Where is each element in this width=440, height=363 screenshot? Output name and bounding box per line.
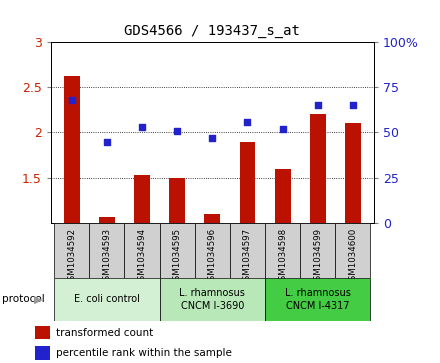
Bar [275,169,290,223]
Bar [54,278,160,321]
Bar [99,217,115,223]
Bar [230,223,265,278]
Bar [64,76,80,223]
Text: L. rhamnosus
CNCM I-4317: L. rhamnosus CNCM I-4317 [285,288,351,311]
Bar [310,114,326,223]
Bar [35,326,50,339]
Point [279,126,286,132]
Bar [335,223,370,278]
Text: GSM1034596: GSM1034596 [208,228,217,286]
Title: GDS4566 / 193437_s_at: GDS4566 / 193437_s_at [125,24,300,38]
Text: GSM1034599: GSM1034599 [313,228,322,286]
Bar [265,278,370,321]
Text: protocol: protocol [2,294,45,305]
Bar [169,178,185,223]
Text: transformed count: transformed count [56,328,154,338]
Bar [195,223,230,278]
Text: GSM1034595: GSM1034595 [172,228,182,286]
Text: ▶: ▶ [34,294,42,305]
Point [174,128,181,134]
Point [68,97,75,103]
Bar [160,278,265,321]
Bar [89,223,125,278]
Bar [160,223,195,278]
Text: GSM1034593: GSM1034593 [103,228,111,286]
Bar [134,175,150,223]
Point [103,139,110,144]
Text: GSM1034592: GSM1034592 [67,228,76,286]
Bar [205,214,220,223]
Bar [35,346,50,360]
Text: E. coli control: E. coli control [74,294,140,305]
Text: percentile rank within the sample: percentile rank within the sample [56,348,232,358]
Bar [54,223,89,278]
Bar [345,123,361,223]
Text: GSM1034594: GSM1034594 [137,228,147,286]
Bar [300,223,335,278]
Text: L. rhamnosus
CNCM I-3690: L. rhamnosus CNCM I-3690 [180,288,245,311]
Bar [265,223,300,278]
Bar [239,142,255,223]
Point [314,102,321,108]
Point [244,119,251,125]
Point [209,135,216,141]
Text: GSM1034600: GSM1034600 [348,228,357,286]
Point [349,102,356,108]
Point [139,124,146,130]
Text: GSM1034598: GSM1034598 [278,228,287,286]
Text: GSM1034597: GSM1034597 [243,228,252,286]
Bar [125,223,160,278]
